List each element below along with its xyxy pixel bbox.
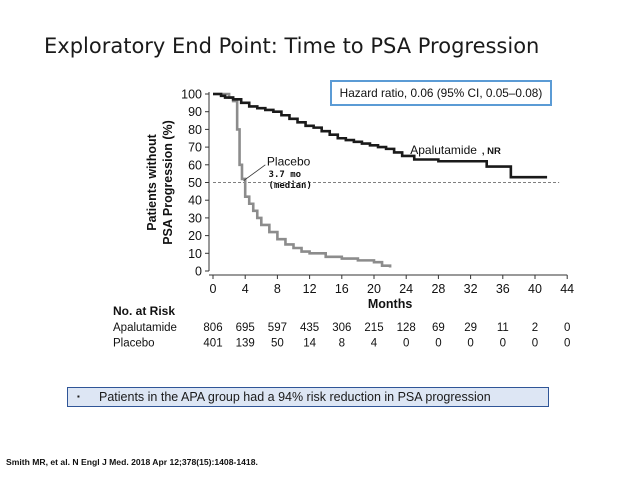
placebo-leader-line [243, 164, 266, 182]
median-annotation: (median) [269, 180, 312, 191]
risk-cell: 0 [564, 338, 570, 350]
risk-cell: 306 [332, 322, 351, 334]
risk-cell: 8 [339, 338, 345, 350]
x-tick-label: 40 [528, 282, 542, 296]
y-tick-label: 20 [188, 229, 202, 243]
x-tick-label: 32 [464, 282, 478, 296]
apalutamide-label: Apalutamide [410, 143, 477, 157]
key-finding-text: Patients in the APA group had a 94% risk… [99, 390, 491, 404]
y-tick-label: 100 [181, 88, 202, 102]
x-tick-label: 4 [242, 282, 249, 296]
risk-cell: 11 [497, 322, 509, 334]
key-finding-box: ▪ Patients in the APA group had a 94% ri… [67, 387, 549, 407]
slide-title: Exploratory End Point: Time to PSA Progr… [44, 34, 540, 58]
y-tick-label: 90 [188, 105, 202, 119]
risk-cell: 0 [532, 338, 538, 350]
y-tick-label: 0 [195, 265, 202, 279]
y-tick-label: 30 [188, 211, 202, 225]
x-tick-label: 24 [399, 282, 413, 296]
risk-table-title: No. at Risk [113, 304, 175, 318]
x-tick-label: 0 [210, 282, 217, 296]
x-axis-label: Months [368, 297, 412, 311]
y-tick-label: 40 [188, 194, 202, 208]
risk-cell: 0 [467, 338, 473, 350]
y-tick-label: 60 [188, 158, 202, 172]
risk-cell: 0 [435, 338, 441, 350]
risk-cell: 401 [203, 338, 222, 350]
risk-cell: 806 [203, 322, 222, 334]
y-axis-label-line: Patients without [145, 133, 159, 230]
risk-cell: 29 [464, 322, 477, 334]
risk-cell: 695 [236, 322, 255, 334]
y-tick-label: 10 [188, 247, 202, 261]
y-axis-label-line: PSA Progression (%) [161, 120, 175, 245]
risk-cell: 139 [236, 338, 255, 350]
risk-cell: 0 [564, 322, 570, 334]
y-tick-label: 50 [188, 176, 202, 190]
hazard-ratio-text: Hazard ratio, 0.06 (95% CI, 0.05–0.08) [340, 86, 543, 100]
x-tick-label: 36 [496, 282, 510, 296]
y-tick-label: 80 [188, 123, 202, 137]
median-annotation: 3.7 mo [269, 170, 302, 180]
risk-cell: 2 [532, 322, 538, 334]
risk-cell: 0 [403, 338, 409, 350]
apalutamide-curve [213, 92, 548, 179]
risk-cell: 597 [268, 322, 287, 334]
placebo-curve [213, 92, 392, 268]
y-axis-label: Patients without PSA Progression (%) [145, 120, 175, 245]
risk-cell: 128 [397, 322, 416, 334]
x-tick-label: 28 [431, 282, 445, 296]
bullet-square-icon: ▪ [77, 392, 80, 401]
risk-row-label: Placebo [113, 338, 155, 350]
risk-cell: 69 [432, 322, 445, 334]
citation: Smith MR, et al. N Engl J Med. 2018 Apr … [6, 457, 258, 467]
x-tick-label: 44 [560, 282, 574, 296]
placebo-label: Placebo [267, 155, 311, 169]
risk-row-label: Apalutamide [113, 322, 177, 334]
risk-cell: 0 [500, 338, 506, 350]
y-tick-label: 70 [188, 141, 202, 155]
x-tick-label: 8 [274, 282, 281, 296]
risk-cell: 4 [371, 338, 378, 350]
apalutamide-nr-label: , NR [482, 146, 501, 157]
risk-cell: 50 [271, 338, 284, 350]
x-tick-label: 20 [367, 282, 381, 296]
risk-cell: 215 [364, 322, 383, 334]
risk-cell: 435 [300, 322, 319, 334]
x-tick-label: 12 [303, 282, 317, 296]
hazard-ratio-box [330, 80, 552, 106]
x-tick-label: 16 [335, 282, 349, 296]
risk-cell: 14 [303, 338, 316, 350]
